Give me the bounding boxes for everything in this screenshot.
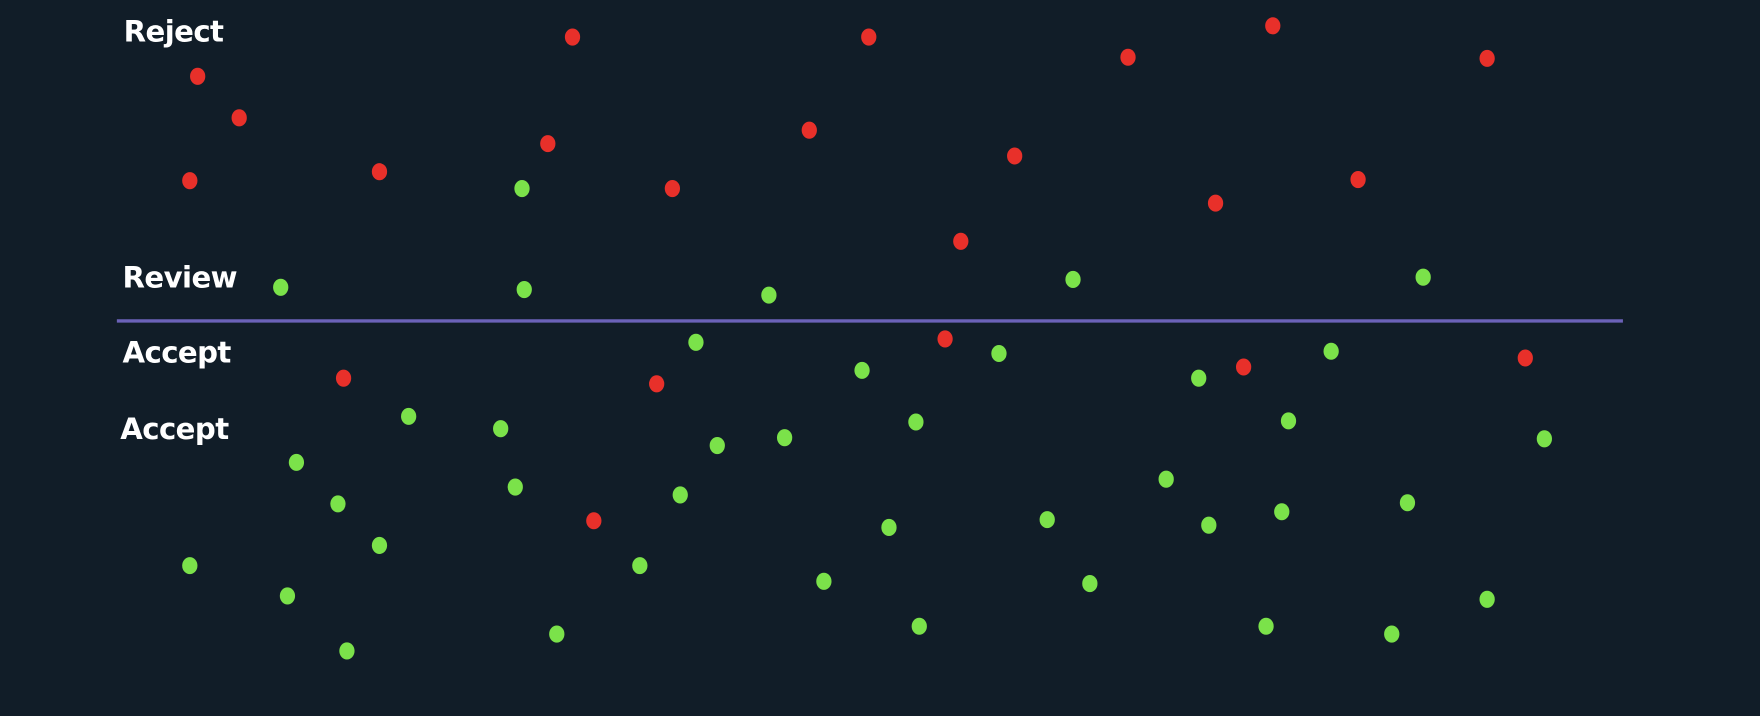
reject-dot — [1235, 358, 1252, 376]
reject-dot — [937, 330, 953, 348]
accept-dot — [1201, 516, 1217, 534]
reject-dot — [1207, 194, 1224, 212]
reject-dot — [335, 369, 352, 387]
accept-dot — [288, 453, 305, 471]
accept-dot — [1384, 625, 1400, 643]
label-accept-upper: Accept — [122, 335, 231, 369]
accept-dot — [279, 587, 296, 605]
accept-dot — [1082, 575, 1098, 593]
reject-dot — [1265, 17, 1281, 35]
accept-dot — [371, 536, 388, 554]
accept-dot — [330, 495, 346, 513]
reject-dot — [182, 172, 198, 190]
accept-dot — [339, 642, 355, 660]
label-reject: Reject — [124, 15, 224, 49]
reject-dot — [1120, 48, 1136, 66]
accept-dot — [1479, 590, 1495, 608]
reject-dot — [953, 232, 969, 250]
accept-dot — [1039, 511, 1055, 529]
accept-dot — [1536, 430, 1553, 448]
accept-dot — [1323, 342, 1339, 360]
accept-dot — [1258, 617, 1274, 635]
accept-dot — [1065, 270, 1081, 288]
accept-dot — [401, 407, 417, 425]
accept-dot — [632, 557, 648, 575]
accept-dot — [1280, 412, 1297, 430]
accept-dot — [182, 557, 198, 575]
accept-dot — [854, 361, 870, 379]
reject-dot — [586, 512, 602, 530]
accept-dot — [1415, 268, 1431, 286]
label-review: Review — [122, 260, 237, 294]
reject-dot — [564, 28, 581, 46]
reject-dot — [801, 121, 817, 139]
reject-dot — [1007, 147, 1023, 165]
accept-dot — [514, 180, 530, 198]
dots-layer — [182, 17, 1553, 660]
label-accept-lower: Accept — [120, 412, 229, 446]
accept-dot — [709, 437, 725, 455]
accept-dot — [881, 518, 897, 536]
accept-dot — [911, 617, 927, 635]
reject-dot — [1517, 349, 1533, 367]
accept-dot — [672, 486, 688, 504]
accept-dot — [273, 278, 289, 296]
reject-dot — [190, 67, 206, 85]
reject-dot — [649, 375, 665, 393]
accept-dot — [1274, 503, 1290, 521]
accept-dot — [1191, 369, 1207, 387]
reject-dot — [1350, 171, 1366, 189]
accept-dot — [908, 413, 924, 431]
accept-dot — [1158, 470, 1174, 488]
accept-dot — [1399, 494, 1416, 512]
accept-dot — [816, 572, 832, 590]
reject-dot — [861, 28, 877, 46]
accept-dot — [516, 281, 532, 299]
accept-dot — [507, 478, 523, 496]
accept-dot — [761, 286, 777, 304]
reject-dot — [664, 180, 681, 198]
reject-dot — [231, 109, 247, 127]
reject-dot — [1479, 49, 1495, 67]
accept-dot — [493, 420, 509, 438]
accept-dot — [549, 625, 565, 643]
reject-dot — [540, 135, 556, 153]
accept-dot — [688, 333, 704, 351]
accept-dot — [776, 429, 793, 447]
reject-dot — [371, 163, 388, 181]
accept-dot — [991, 344, 1007, 363]
